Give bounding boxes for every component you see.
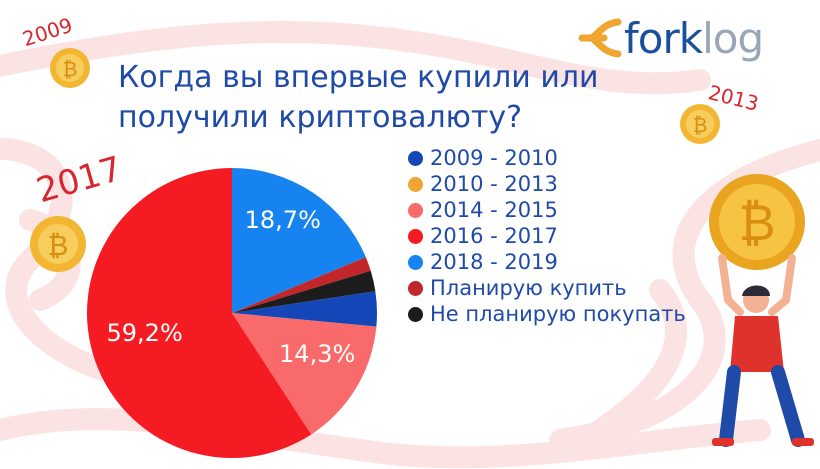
- pie-slice: [232, 313, 377, 435]
- legend-label: 2016 - 2017: [430, 224, 558, 248]
- pie-slice: [232, 270, 376, 313]
- forklog-logo: fork log: [578, 10, 764, 66]
- legend: 2009 - 2010 2010 - 2013 2014 - 2015 2016 - …: [408, 145, 686, 327]
- legend-label: 2018 - 2019: [430, 250, 558, 274]
- pie-slice: [86, 168, 312, 459]
- legend-label: Не планирую покупать: [430, 302, 686, 326]
- legend-label: 2014 - 2015: [430, 198, 558, 222]
- legend-swatch: [408, 176, 423, 192]
- legend-swatch: [408, 228, 423, 244]
- legend-label: Планирую купить: [430, 276, 627, 300]
- svg-text:₿: ₿: [48, 229, 69, 262]
- legend-swatch: [408, 202, 423, 218]
- legend-item: Не планирую покупать: [408, 301, 686, 327]
- slice-label: 59,2%: [106, 319, 183, 348]
- legend-swatch: [408, 306, 423, 322]
- svg-text:₿: ₿: [63, 57, 78, 81]
- pie-slice: [232, 257, 371, 313]
- legend-item: 2009 - 2010: [408, 145, 686, 171]
- legend-label: 2009 - 2010: [430, 146, 558, 170]
- slice-label: 18,7%: [244, 205, 321, 234]
- pie-slice: [232, 168, 366, 313]
- coin-2009-icon: ₿: [50, 48, 90, 88]
- legend-item: Планирую купить: [408, 275, 686, 301]
- svg-text:₿: ₿: [693, 113, 708, 137]
- coin-2013-icon: ₿: [680, 104, 720, 144]
- slice-label: 14,3%: [279, 339, 356, 368]
- svg-text:₿: ₿: [738, 194, 775, 252]
- legend-swatch: [408, 150, 423, 166]
- logo-part1: fork: [624, 13, 703, 63]
- logo-part2: log: [702, 13, 764, 63]
- person-with-coin-icon: ₿: [709, 174, 814, 447]
- coin-2017-icon: ₿: [30, 216, 86, 272]
- legend-swatch: [408, 254, 423, 270]
- chart-title: Когда вы впервые купили или получили кри…: [118, 60, 599, 135]
- legend-item: 2018 - 2019: [408, 249, 686, 275]
- legend-item: 2016 - 2017: [408, 223, 686, 249]
- pie-slice: [232, 291, 377, 327]
- legend-label: 2010 - 2013: [430, 172, 558, 196]
- legend-item: 2010 - 2013: [408, 171, 686, 197]
- legend-item: 2014 - 2015: [408, 197, 686, 223]
- fork-icon: [578, 18, 622, 58]
- legend-swatch: [408, 280, 423, 296]
